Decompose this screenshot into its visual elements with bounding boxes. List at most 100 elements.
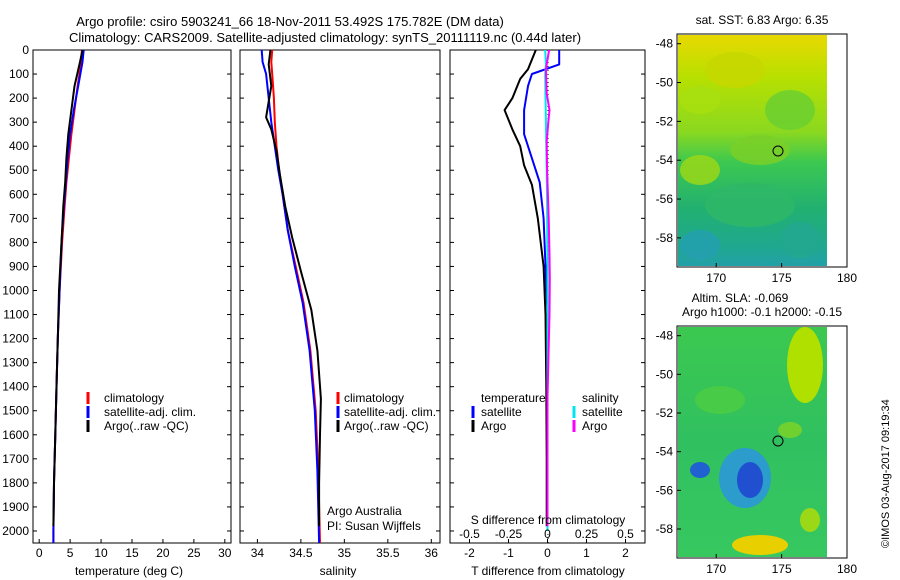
s-diff-tick-label: -0.25 — [495, 527, 523, 541]
legend-label-argo: Argo(..raw -QC) — [344, 419, 429, 433]
map-x-tick-label: 180 — [837, 271, 857, 285]
legend-label-t-argo: Argo — [481, 419, 507, 433]
sla-patch — [778, 422, 802, 438]
y-tick-label: 1800 — [2, 476, 29, 490]
title-line-2: Climatology: CARS2009. Satellite-adjuste… — [69, 30, 581, 45]
map-y-tick-label: -48 — [656, 37, 674, 51]
x-tick-label: 10 — [94, 546, 108, 560]
y-tick-label: 1700 — [2, 452, 29, 466]
y-tick-label: 700 — [9, 211, 29, 225]
sst-patch — [730, 135, 790, 165]
y-tick-label: 1000 — [2, 283, 29, 297]
map-y-tick-label: -48 — [656, 329, 674, 343]
temperature-x-label: temperature (deg C) — [75, 564, 183, 578]
sla-patch — [695, 386, 745, 414]
series-line-argo — [503, 49, 548, 527]
sst-map-ticks: 170 175 180 -48 -50 -52 -54 -56 -58 — [656, 37, 858, 285]
legend-label-s-satellite: satellite — [582, 405, 623, 419]
map-x-tick-label: 170 — [706, 271, 726, 285]
sla-patch — [690, 462, 710, 478]
y-tick-label: 1400 — [2, 380, 29, 394]
y-tick-label: 1500 — [2, 404, 29, 418]
salinity-legend: climatology satellite-adj. clim. Argo(..… — [336, 391, 436, 433]
sst-map: sat. SST: 6.83 Argo: 6.35 170 175 180 -48 -5… — [656, 13, 858, 285]
x-tick-label: 35 — [338, 546, 352, 560]
temperature-ticks: 0 5 10 15 20 25 300100200300400500600700800900… — [2, 43, 232, 560]
x-tick-label: -2 — [464, 546, 475, 560]
sla-map: Altim. SLA: -0.069 Argo h1000: -0.1 h200… — [656, 291, 858, 576]
legend-label-s-argo: Argo — [582, 419, 608, 433]
x-tick-label: 15 — [125, 546, 139, 560]
y-tick-label: 1900 — [2, 500, 29, 514]
legend-label-climatology: climatology — [344, 391, 404, 405]
y-tick-label: 300 — [9, 115, 29, 129]
s-diff-tick-label: 0.25 — [575, 527, 599, 541]
difference-ticks: -2 -1 0 1 2 — [450, 49, 645, 560]
argo-float-marker — [772, 435, 784, 447]
temperature-panel: 0 5 10 15 20 25 300100200300400500600700800900… — [2, 43, 232, 578]
sla-patches — [690, 327, 823, 555]
x-tick-label: 30 — [218, 546, 232, 560]
sst-patch — [765, 90, 815, 130]
map-y-tick-label: -58 — [656, 522, 674, 536]
attribution-line-2: PI: Susan Wijffels — [327, 519, 421, 533]
s-difference-label: S difference from climatology — [471, 513, 626, 527]
sst-patch — [680, 230, 720, 260]
sst-patch — [680, 155, 720, 185]
y-tick-label: 200 — [9, 91, 29, 105]
y-tick-label: 800 — [9, 235, 29, 249]
y-tick-label: 1300 — [2, 356, 29, 370]
salinity-panel: 34 34.5 35 35.5 36 salinity climatology sate… — [239, 49, 441, 578]
x-tick-label: 1 — [583, 546, 590, 560]
sla-patch — [800, 508, 820, 532]
legend-label-t-satellite: satellite — [481, 405, 522, 419]
imos-timestamp: ©IMOS 03-Aug-2017 09:19:34 — [880, 399, 892, 548]
sst-patch — [705, 183, 795, 227]
series-line-argo — [544, 49, 551, 527]
y-tick-label: 1200 — [2, 332, 29, 346]
x-tick-label: 20 — [156, 546, 170, 560]
map-y-tick-label: -58 — [656, 231, 674, 245]
temperature-legend: climatology satellite-adj. clim. Argo(..… — [86, 391, 196, 433]
y-tick-label: 400 — [9, 139, 29, 153]
sst-map-title: sat. SST: 6.83 Argo: 6.35 — [696, 13, 829, 27]
temperature-axes-frame — [32, 49, 232, 544]
argo-float-marker — [772, 145, 784, 157]
map-y-tick-label: -56 — [656, 483, 674, 497]
y-tick-label: 100 — [9, 67, 29, 81]
sla-patch — [787, 327, 823, 403]
s-diff-tick-label: 0.5 — [617, 527, 634, 541]
y-tick-label: 2000 — [2, 524, 29, 538]
y-tick-label: 900 — [9, 259, 29, 273]
x-tick-label: 2 — [622, 546, 629, 560]
x-tick-label: 0 — [544, 546, 551, 560]
salinity-ticks: 34 34.5 35 35.5 36 — [240, 49, 440, 560]
map-x-tick-label: 180 — [837, 562, 857, 576]
sst-patch — [705, 52, 765, 88]
map-y-tick-label: -50 — [656, 367, 674, 381]
map-y-tick-label: -54 — [656, 153, 674, 167]
sst-patches — [680, 52, 820, 260]
x-tick-label: 36 — [425, 546, 439, 560]
sla-map-subtitle: Argo h1000: -0.1 h2000: -0.15 — [682, 305, 842, 319]
map-y-tick-label: -52 — [656, 114, 674, 128]
map-y-tick-label: -50 — [656, 76, 674, 90]
x-tick-label: 35.5 — [376, 546, 400, 560]
salinity-x-label: salinity — [320, 564, 357, 578]
map-y-tick-label: -56 — [656, 192, 674, 206]
s-diff-tick-label: -0.5 — [459, 527, 480, 541]
x-tick-label: 34 — [251, 546, 265, 560]
x-tick-label: 5 — [67, 546, 74, 560]
x-tick-label: 0 — [36, 546, 43, 560]
legend-label-satellite: satellite-adj. clim. — [104, 405, 196, 419]
sla-map-title: Altim. SLA: -0.069 — [692, 291, 789, 305]
t-difference-label: T difference from climatology — [471, 564, 625, 578]
legend-heading-salinity: salinity — [582, 391, 619, 405]
difference-secondary-ticks: -0.5 -0.25 0 0.25 0.5 — [459, 527, 634, 541]
difference-panel: -2 -1 0 1 2 -0.5 -0.25 0 0.25 0.5 S difference f… — [449, 49, 646, 578]
x-tick-label: 34.5 — [289, 546, 313, 560]
difference-series — [503, 49, 561, 531]
temperature-series — [52, 49, 85, 543]
x-tick-label: 25 — [187, 546, 201, 560]
